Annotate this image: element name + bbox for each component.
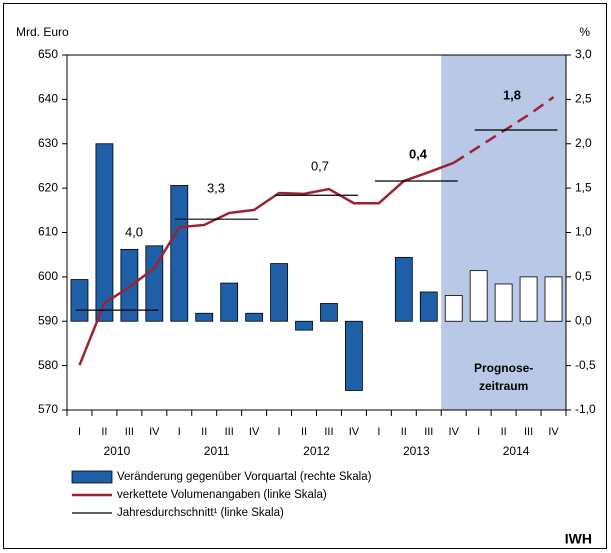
y2-tick-label: 1,0: [575, 225, 592, 239]
legend-swatch: [71, 470, 113, 484]
y-tick-label: 600: [38, 269, 58, 283]
x-tick-label: III: [524, 426, 533, 438]
bar: [70, 279, 89, 322]
y2-tick-label: 0,0: [575, 313, 592, 327]
x-tick-label: IV: [449, 426, 460, 438]
bar: [444, 295, 463, 322]
annual-growth-label: 0,4: [409, 146, 428, 161]
y-axis-label: Mrd. Euro: [16, 25, 69, 39]
forecast-region: [441, 55, 566, 410]
y-tick-label: 590: [38, 313, 58, 327]
x-tick-label: IV: [249, 426, 260, 438]
x-tick-label: III: [125, 426, 134, 438]
x-tick-label: III: [225, 426, 234, 438]
y2-tick-label: 3,0: [575, 47, 592, 61]
bar: [270, 263, 288, 322]
x-tick-label: II: [101, 426, 107, 438]
annual-growth-label: 0,7: [311, 158, 329, 173]
y2-tick-label: 0,5: [575, 269, 592, 283]
x-tick-label: II: [401, 426, 407, 438]
line: [78, 161, 455, 366]
year-label: 2013: [403, 444, 430, 458]
y2-tick-label: 2,5: [575, 92, 592, 106]
y2-tick-label: -0,5: [575, 358, 596, 372]
y-tick-label: 620: [38, 180, 58, 194]
x-tick-label: I: [278, 426, 281, 438]
line: [453, 96, 555, 164]
bar: [170, 185, 189, 322]
year-label: 2014: [503, 444, 530, 458]
annual-growth-label: 1,8: [503, 87, 521, 102]
forecast-label: zeitraum: [479, 379, 528, 393]
y-tick-label: 650: [38, 47, 58, 61]
x-tick-label: IV: [349, 426, 360, 438]
x-tick-label: I: [377, 426, 380, 438]
y-tick-label: 610: [38, 225, 58, 239]
y-tick-label: 630: [38, 136, 58, 150]
x-tick-label: II: [301, 426, 307, 438]
bar: [394, 256, 413, 322]
x-tick-label: I: [78, 426, 81, 438]
y-tick-label: 580: [38, 358, 58, 372]
source: IWH: [565, 531, 592, 547]
bar: [469, 270, 488, 322]
y2-tick-label: 2,0: [575, 136, 592, 150]
year-label: 2011: [204, 444, 230, 458]
x-tick-label: III: [424, 426, 433, 438]
forecast-label: Prognose-: [474, 361, 533, 375]
bar: [494, 283, 513, 322]
legend-label: Veränderung gegenüber Vorquartal (rechte…: [117, 471, 372, 483]
x-tick-label: I: [178, 426, 181, 438]
frame: [3, 3, 607, 549]
bar: [519, 276, 538, 322]
annual-growth-label: 3,3: [207, 180, 225, 195]
y2-tick-label: -1,0: [575, 402, 596, 416]
legend-label: Jahresdurchschnitt¹ (linke Skala): [117, 507, 284, 519]
x-tick-label: III: [324, 426, 333, 438]
legend-label: verkettete Volumenangaben (linke Skala): [117, 489, 327, 501]
y2-tick-label: 1,5: [575, 180, 592, 194]
x-tick-label: II: [501, 426, 507, 438]
bar: [245, 312, 264, 322]
bar: [295, 320, 313, 331]
y-tick-label: 570: [38, 402, 58, 416]
bar: [95, 143, 114, 322]
year-label: 2012: [303, 444, 330, 458]
x-tick-label: IV: [149, 426, 160, 438]
bar: [120, 248, 139, 322]
y-tick-label: 640: [38, 92, 58, 106]
bar: [544, 276, 563, 322]
bar: [220, 282, 239, 322]
x-tick-label: IV: [548, 426, 559, 438]
bar: [345, 320, 363, 391]
x-tick-label: I: [477, 426, 480, 438]
bar: [145, 245, 164, 322]
bar: [419, 291, 438, 322]
y2-axis-label: %: [579, 25, 590, 39]
bar: [320, 303, 338, 322]
year-label: 2010: [104, 444, 131, 458]
x-tick-label: II: [201, 426, 207, 438]
annual-growth-label: 4,0: [125, 224, 143, 239]
bar: [195, 312, 214, 322]
